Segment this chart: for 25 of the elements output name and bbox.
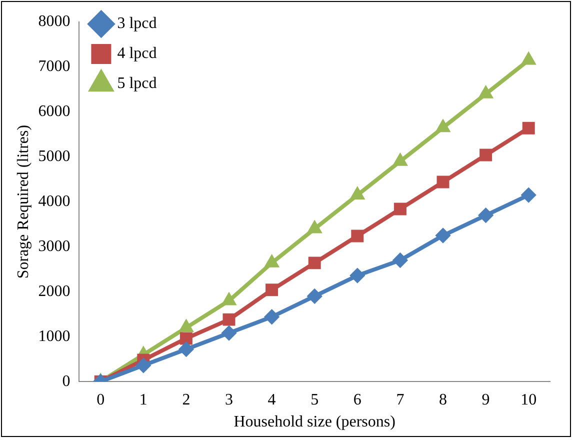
x-tick-label: 10 bbox=[520, 391, 537, 408]
x-tick-label: 9 bbox=[482, 391, 490, 408]
legend-label: 4 lpcd bbox=[117, 45, 157, 62]
x-tick-label: 4 bbox=[268, 391, 276, 408]
x-tick-label: 1 bbox=[139, 391, 148, 408]
y-axis-title: Sorage Required (litres) bbox=[14, 124, 32, 279]
y-tick-label: 5000 bbox=[38, 148, 70, 166]
x-axis-title: Household size (persons) bbox=[234, 414, 396, 431]
x-tick-label: 0 bbox=[96, 391, 105, 408]
y-tick-label: 0 bbox=[62, 372, 70, 390]
y-tick-label: 3000 bbox=[38, 238, 70, 255]
x-tick-label: 2 bbox=[182, 391, 190, 408]
x-tick-label: 5 bbox=[310, 391, 319, 408]
y-tick-label: 8000 bbox=[38, 13, 70, 30]
x-tick-label: 6 bbox=[353, 391, 362, 408]
y-tick-label: 1000 bbox=[38, 328, 70, 345]
x-tick-label: 8 bbox=[439, 391, 447, 408]
legend-label: 3 lpcd bbox=[117, 15, 157, 32]
x-tick-label: 3 bbox=[225, 391, 233, 408]
y-tick-label: 6000 bbox=[38, 103, 70, 120]
y-tick-label: 4000 bbox=[38, 193, 70, 210]
legend-label: 5 lpcd bbox=[117, 75, 157, 92]
y-tick-label: 2000 bbox=[38, 282, 70, 300]
y-tick-label: 7000 bbox=[38, 58, 70, 76]
x-tick-label: 7 bbox=[396, 391, 404, 408]
